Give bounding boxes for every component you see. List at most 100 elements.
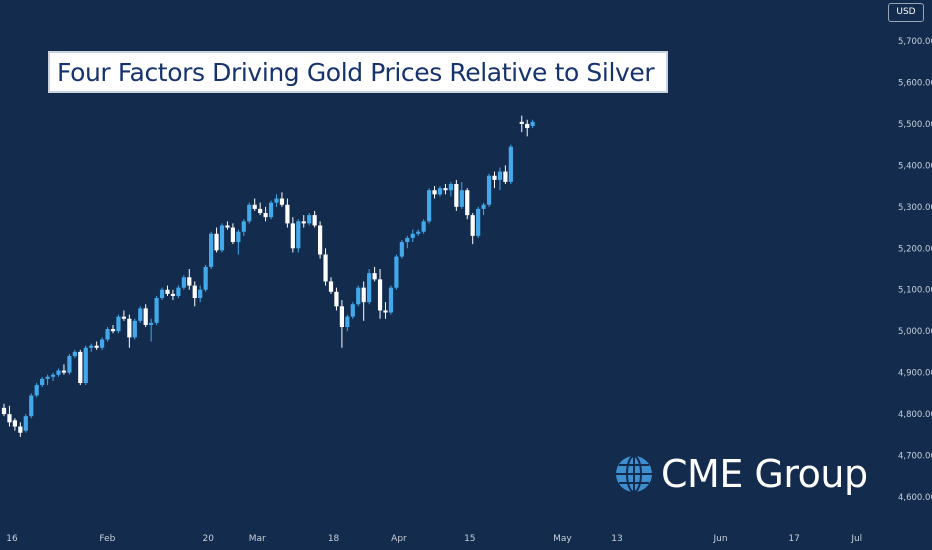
candle-body xyxy=(258,208,263,214)
y-tick-label: 4,700.00 xyxy=(898,452,932,462)
cme-logo: CME Group xyxy=(615,448,868,500)
candle-body xyxy=(149,322,154,325)
candle-body xyxy=(486,175,492,205)
candle-body xyxy=(159,289,165,299)
y-tick-label: 5,400.00 xyxy=(898,161,932,171)
x-tick-label: 18 xyxy=(328,534,340,544)
candle-body xyxy=(241,221,246,232)
candle-body xyxy=(383,310,388,313)
candles-layer xyxy=(1,115,535,437)
candle-body xyxy=(138,308,143,321)
candle-body xyxy=(432,190,437,195)
candle-body xyxy=(132,320,137,338)
candle-body xyxy=(225,225,230,228)
candle-body xyxy=(203,266,208,290)
x-tick-label: 17 xyxy=(788,534,799,544)
x-tick-label: Feb xyxy=(99,534,115,544)
currency-badge[interactable]: USD xyxy=(888,3,924,22)
candle-body xyxy=(377,279,383,311)
candle-body xyxy=(121,316,126,319)
candle-body xyxy=(263,213,268,218)
y-tick-label: 5,500.00 xyxy=(898,120,932,130)
candle-body xyxy=(230,227,235,243)
x-tick-label: 16 xyxy=(6,534,18,544)
chart-title: Four Factors Driving Gold Prices Relativ… xyxy=(57,57,655,87)
y-tick-label: 5,600.00 xyxy=(898,78,932,88)
candle-body xyxy=(94,345,99,348)
candle-body xyxy=(290,223,295,249)
candle-body xyxy=(23,416,28,431)
candle-body xyxy=(105,329,110,340)
candle-body xyxy=(339,306,344,328)
candle-body xyxy=(45,376,50,379)
candle-body xyxy=(388,287,394,313)
candle-body xyxy=(100,339,105,348)
candle-body xyxy=(1,407,7,415)
candle-body xyxy=(285,204,290,224)
candle-body xyxy=(247,204,252,222)
x-tick-label: 20 xyxy=(202,534,214,544)
candle-body xyxy=(459,190,464,207)
candle-body xyxy=(83,347,88,383)
candle-body xyxy=(503,171,508,182)
candle-body xyxy=(116,316,121,332)
candle-body xyxy=(437,188,443,195)
candle-body xyxy=(530,121,535,126)
candle-body xyxy=(268,202,274,218)
candle-body xyxy=(176,287,181,296)
candle-body xyxy=(214,233,219,251)
globe-icon xyxy=(616,455,652,493)
candle-body xyxy=(525,123,530,129)
candle-body xyxy=(296,221,301,249)
candle-body xyxy=(7,414,12,423)
candle-body xyxy=(443,188,448,191)
x-tick-label: Jun xyxy=(712,534,727,544)
x-tick-label: 13 xyxy=(611,534,622,544)
candle-body xyxy=(405,237,410,243)
price-axis: 5,700.00 5,600.00 5,500.00 5,400.00 5,300.00… xyxy=(898,37,932,503)
candle-body xyxy=(61,370,67,373)
candle-body xyxy=(165,289,170,294)
candle-body xyxy=(198,289,203,299)
y-tick-label: 5,700.00 xyxy=(898,37,932,47)
candle-body xyxy=(492,175,497,180)
candle-body xyxy=(421,221,426,232)
y-tick-label: 5,000.00 xyxy=(898,327,932,337)
y-tick-label: 4,600.00 xyxy=(898,493,932,503)
candle-body xyxy=(209,233,214,267)
y-tick-label: 5,100.00 xyxy=(898,286,932,296)
candle-body xyxy=(356,287,361,305)
candle-body xyxy=(367,273,372,303)
candle-body xyxy=(312,215,317,226)
candle-body xyxy=(307,215,312,224)
candle-body xyxy=(328,281,334,292)
candle-body xyxy=(34,385,39,396)
candle-body xyxy=(448,184,453,191)
candle-body xyxy=(481,204,486,209)
candle-body xyxy=(345,316,350,328)
title-banner: Four Factors Driving Gold Prices Relativ… xyxy=(48,51,668,93)
candle-body xyxy=(50,374,56,377)
candle-body xyxy=(465,190,470,216)
candle-body xyxy=(476,208,481,236)
x-tick-label: Mar xyxy=(249,534,266,544)
candle-body xyxy=(399,242,404,257)
candle-body xyxy=(252,204,257,209)
candle-body xyxy=(12,420,17,427)
candle-body xyxy=(236,231,241,243)
y-tick-label: 5,200.00 xyxy=(898,244,932,254)
candle-body xyxy=(497,171,503,180)
candle-body xyxy=(89,345,94,348)
candle-body xyxy=(519,121,524,124)
candle-body xyxy=(40,378,45,386)
candle-body xyxy=(274,198,279,203)
candle-body xyxy=(318,225,323,255)
candle-body xyxy=(56,370,61,375)
y-tick-label: 5,300.00 xyxy=(898,203,932,213)
x-tick-label: Apr xyxy=(391,534,407,544)
candle-body xyxy=(372,273,377,280)
candle-body xyxy=(394,256,399,288)
candle-body xyxy=(187,277,192,286)
candle-body xyxy=(29,395,34,417)
